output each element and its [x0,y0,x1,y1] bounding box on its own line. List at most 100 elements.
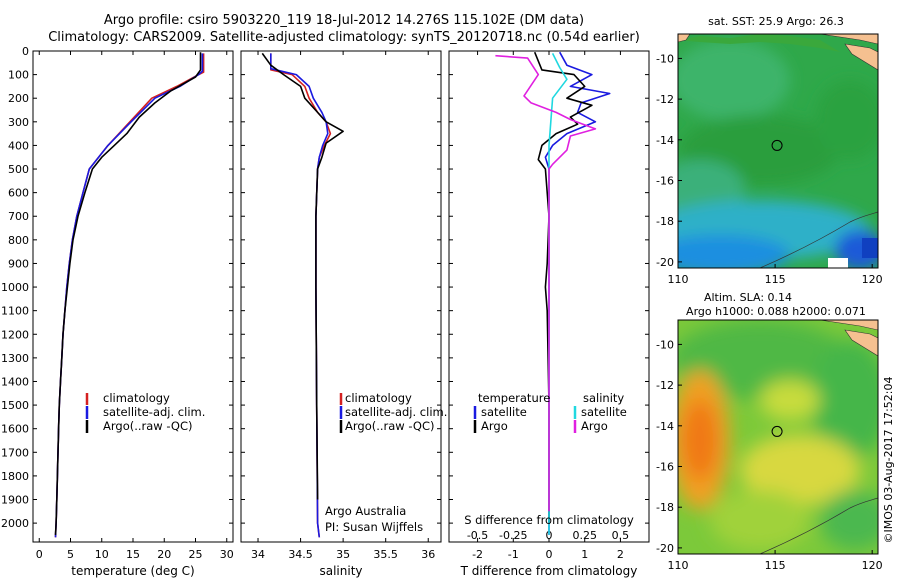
legend-label-t-satellite: satellite [481,405,527,419]
map-x-tick-label: 115 [765,559,786,572]
series-line-argo-raw-qc- [54,52,202,535]
t-difference-xlabel: T difference from climatology [460,564,638,578]
legend-label-satellite: satellite-adj. clim. [345,405,447,419]
sst-map-frame [677,33,879,269]
salinity-xlabel: salinity [319,564,362,578]
difference-legend: temperature satellite Argo salinity sate… [473,391,627,433]
x-tick-label: 34 [251,548,265,561]
imos-credit: ©IMOS 03-Aug-2017 17:52:04 [882,377,895,544]
x-tick-label: 35.5 [373,548,398,561]
figure-title-line2: Climatology: CARS2009. Satellite-adjuste… [48,30,640,45]
x-tick-label: 15 [126,548,140,561]
x-tick-label: -2 [472,548,483,561]
salinity-legend: climatology satellite-adj. clim. Argo(..… [325,391,447,534]
legend-label-argo: Argo(..raw -QC) [345,419,435,433]
series-line-climatology [54,53,205,538]
depth-tick-label: 1300 [1,352,29,365]
map-x-tick-label: 115 [765,273,786,286]
x-tick-label: 20 [157,548,171,561]
series-group [54,52,205,538]
sst-map-axes: 110 115 120 -10 -12 -14 -16 -18 -20 [656,52,883,286]
sla-map-title: Altim. SLA: 0.14 [704,291,792,304]
map-x-tick-label: 120 [862,559,883,572]
depth-tick-label: 300 [8,116,29,129]
depth-axis-ticks: 0 100 200 300 400 500 600 700 800 900 1000 1100 1200… [1,45,649,530]
legend-label-s-argo: Argo [581,419,608,433]
depth-tick-label: 700 [8,210,29,223]
x-tick-label: -1 [508,548,519,561]
argo-position-marker [771,139,783,151]
x-tick-label: 0 [546,548,553,561]
depth-tick-label: 100 [8,69,29,82]
series-line-s-satellite [548,53,568,535]
x-tick-label: 25 [189,548,203,561]
legend-label-argo: Argo(..raw -QC) [103,419,193,433]
sla-map-field [678,320,878,554]
difference-profile-plot: -2 -1 0 1 2 -0.5 -0.25 0 0.25 0.5 [467,51,629,561]
x2-tick-label: -0.25 [499,529,527,542]
depth-tick-label: 600 [8,187,29,200]
temperature-xlabel: temperature (deg C) [71,564,194,578]
map-y-tick-label: -18 [656,215,674,228]
salinity-panel-frame [240,50,442,543]
map-y-tick-label: -14 [656,420,674,433]
x2-tick-label: 0.25 [572,529,597,542]
legend-group-salinity: salinity [583,391,624,405]
depth-tick-label: 500 [8,163,29,176]
series-line-satellite-adj-clim- [54,53,204,538]
depth-tick-label: 1100 [1,305,29,318]
depth-tick-label: 1500 [1,399,29,412]
pi-credit: PI: Susan Wijffels [325,520,423,534]
series-line-satellite-adj-clim- [269,53,329,538]
x-tick-label: 10 [95,548,109,561]
map-x-tick-label: 110 [668,273,689,286]
depth-tick-label: 1600 [1,423,29,436]
series-line-s-argo [495,54,597,512]
argo-australia-credit: Argo Australia [325,504,406,518]
legend-label-t-argo: Argo [481,419,508,433]
x2-tick-label: 0 [546,529,553,542]
map-y-tick-label: -20 [656,256,674,269]
depth-tick-label: 900 [8,257,29,270]
legend-label-satellite: satellite-adj. clim. [103,405,205,419]
temperature-profile-plot: 0 5 10 15 20 25 30 [36,51,234,561]
sla-map-axes: 110 115 120 -10 -12 -14 -16 -18 -20 [656,338,883,572]
x-tick-label: 30 [220,548,234,561]
x-tick-label: 34.5 [288,548,313,561]
depth-tick-label: 1900 [1,494,29,507]
map-y-tick-label: -10 [656,338,674,351]
x2-tick-label: 0.5 [612,529,630,542]
depth-tick-label: 0 [22,45,29,58]
sla-map-frame [677,319,879,555]
depth-tick-label: 1800 [1,470,29,483]
map-x-tick-label: 120 [862,273,883,286]
depth-tick-label: 1400 [1,375,29,388]
map-y-tick-label: -16 [656,175,674,188]
s-difference-xlabel: S difference from climatology [464,513,634,527]
depth-tick-label: 1200 [1,328,29,341]
map-y-tick-label: -16 [656,461,674,474]
depth-tick-label: 1700 [1,446,29,459]
legend-label-climatology: climatology [345,391,412,405]
x-tick-label: 5 [67,548,74,561]
depth-tick-label: 400 [8,139,29,152]
depth-tick-label: 1000 [1,281,29,294]
series-group [495,51,611,535]
sla-map-subtitle: Argo h1000: 0.088 h2000: 0.071 [686,305,866,318]
series-group [261,52,344,538]
series-line-argo-raw-qc- [261,52,344,500]
temperature-legend: climatology satellite-adj. clim. Argo(..… [85,391,205,433]
sst-map-title: sat. SST: 25.9 Argo: 26.3 [708,15,844,28]
map-y-tick-label: -20 [656,542,674,555]
legend-label-climatology: climatology [103,391,170,405]
sst-map-field [678,34,878,268]
x-tick-label: 36 [421,548,435,561]
argo-position-marker [771,425,783,437]
x-tick-label: 1 [581,548,588,561]
depth-tick-label: 200 [8,92,29,105]
salinity-profile-plot: 34 34.5 35 35.5 36 [251,51,435,561]
figure-title-line1: Argo profile: csiro 5903220_119 18-Jul-2… [104,13,584,28]
map-y-tick-label: -12 [656,93,674,106]
map-x-tick-label: 110 [668,559,689,572]
